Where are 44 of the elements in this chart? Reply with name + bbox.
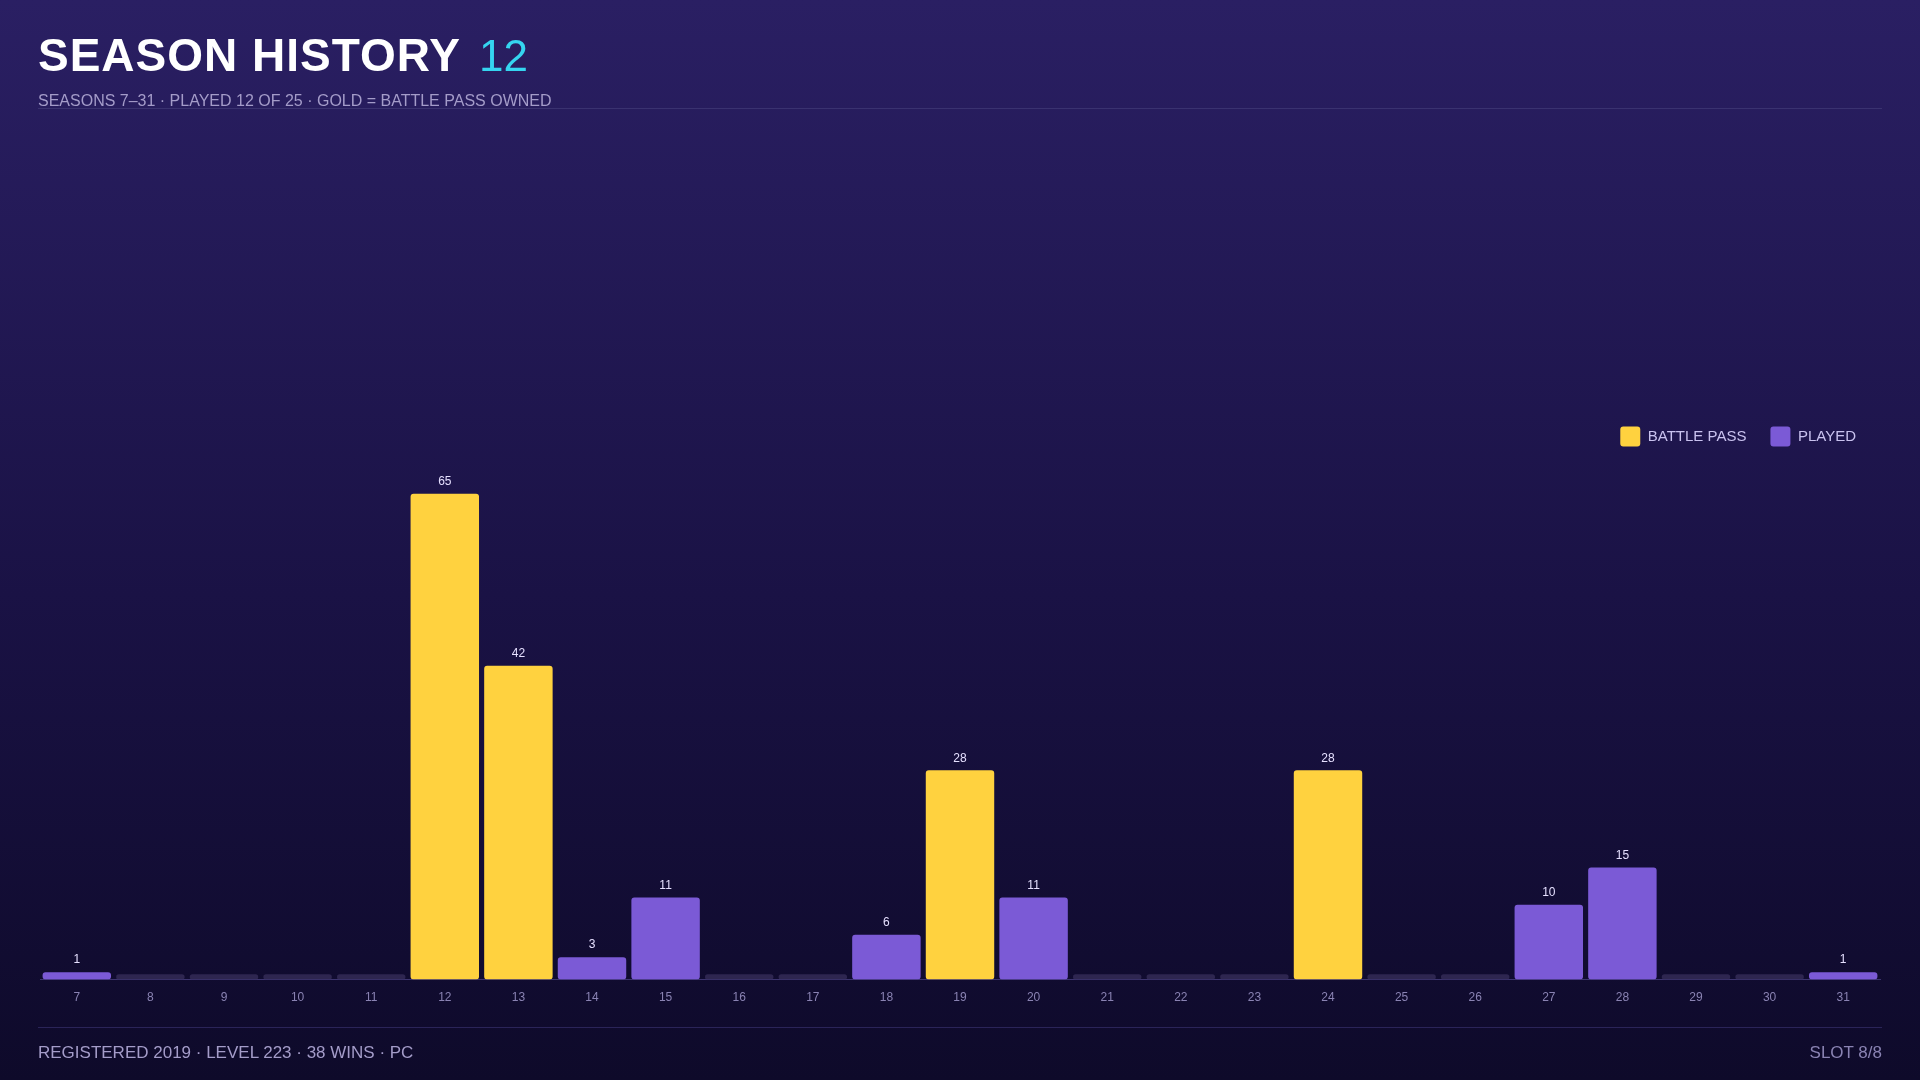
text: 12: [478, 31, 528, 81]
data-label: 15: [1615, 847, 1630, 862]
chart-subtitle: SEASONS 7–31 · PLAYED 12 OF 25 · GOLD = BATTLE PASS OWNED: [38, 92, 552, 110]
data-label: 1: [1839, 952, 1847, 967]
chart-title: SEASON HISTORY: [38, 28, 461, 82]
text: SLOT 8/8: [1809, 1043, 1882, 1063]
x-tick-label: 8: [147, 990, 155, 1005]
x-tick-label: 24: [1321, 990, 1335, 1005]
data-label: 3: [588, 937, 596, 952]
data-label: 28: [953, 750, 967, 765]
x-tick-label: 28: [1615, 990, 1630, 1005]
x-tick-label: 12: [438, 990, 452, 1005]
x-tick-label: 31: [1836, 990, 1851, 1005]
x-tick-label: 17: [806, 990, 820, 1005]
data-label: 10: [1542, 885, 1556, 900]
x-tick-label: 27: [1542, 990, 1556, 1005]
data-label: 11: [659, 877, 673, 892]
legend-label: BATTLE PASS: [1647, 426, 1747, 444]
x-tick-label: 16: [732, 990, 747, 1005]
x-tick-label: 11: [364, 990, 378, 1005]
x-tick-label: 23: [1247, 990, 1262, 1005]
x-tick-label: 9: [220, 990, 228, 1005]
x-tick-label: 21: [1100, 990, 1115, 1005]
x-tick-label: 18: [879, 990, 894, 1005]
data-label: 65: [438, 474, 452, 489]
data-label: 11: [1027, 877, 1041, 892]
data-label: 6: [883, 915, 891, 930]
x-tick-label: 25: [1394, 990, 1409, 1005]
data-label: 28: [1321, 750, 1335, 765]
x-tick-label: 10: [290, 990, 305, 1005]
x-tick-label: 22: [1174, 990, 1188, 1005]
x-tick-label: 14: [585, 990, 599, 1005]
x-tick-label: 13: [511, 990, 526, 1005]
legend-label: PLAYED: [1797, 426, 1857, 444]
x-tick-label: 20: [1026, 990, 1041, 1005]
x-tick-label: 29: [1689, 990, 1703, 1005]
text: REGISTERED 2019 · LEVEL 223 · 38 WINS · PC: [38, 1043, 414, 1063]
x-tick-label: 15: [658, 990, 673, 1005]
x-tick-label: 19: [953, 990, 967, 1005]
data-label: 42: [511, 645, 526, 660]
x-tick-label: 30: [1762, 990, 1777, 1005]
x-tick-label: 7: [73, 990, 81, 1005]
x-tick-label: 26: [1468, 990, 1483, 1005]
data-label: 1: [73, 952, 81, 967]
